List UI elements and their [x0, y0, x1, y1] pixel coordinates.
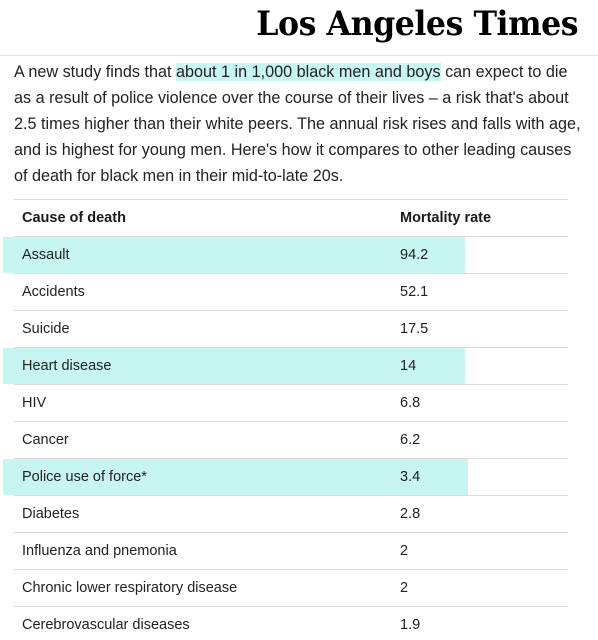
table-row: Accidents 52.1 [14, 274, 568, 311]
rate-cell: 6.8 [400, 395, 421, 411]
table-row: HIV 6.8 [14, 385, 568, 422]
column-header-cause: Cause of death [22, 210, 126, 226]
cause-cell: Accidents [22, 284, 85, 300]
rate-cell: 14 [400, 358, 417, 374]
cause-cell: Diabetes [22, 506, 80, 522]
cause-cell: Police use of force* [22, 469, 147, 485]
rate-cell: 6.2 [400, 432, 421, 448]
cause-cell: Influenza and pnemonia [22, 543, 177, 559]
rate-cell: 3.4 [400, 469, 421, 485]
mortality-table: Cause of death Mortality rate Assault 94… [3, 199, 568, 640]
rate-cell: 94.2 [400, 247, 429, 263]
cause-cell: Cerebrovascular diseases [22, 617, 190, 633]
cause-cell: Cancer [22, 432, 69, 448]
cause-cell: Heart disease [22, 358, 112, 374]
rate-cell: 17.5 [400, 321, 429, 337]
cause-cell: Assault [22, 247, 70, 263]
intro-text-after: can expect to die as a result of police … [14, 63, 581, 185]
table-row: Cancer 6.2 [14, 422, 568, 459]
row-highlight [3, 237, 465, 273]
masthead: Los Angeles Times [0, 0, 598, 56]
los-angeles-times-logo[interactable]: Los Angeles Times [256, 4, 578, 44]
cause-cell: HIV [22, 395, 47, 411]
cause-cell: Chronic lower respiratory disease [22, 580, 238, 596]
rate-cell: 2 [400, 543, 409, 559]
rate-cell: 2.8 [400, 506, 421, 522]
rate-cell: 2 [400, 580, 409, 596]
column-header-rate: Mortality rate [400, 210, 492, 226]
table-row: Heart disease 14 [3, 348, 568, 385]
rate-cell: 52.1 [400, 284, 429, 300]
intro-highlight: about 1 in 1,000 black men and boys [175, 63, 441, 81]
intro-paragraph: A new study finds that about 1 in 1,000 … [14, 59, 584, 189]
table-row: Suicide 17.5 [14, 311, 568, 348]
rate-cell: 1.9 [400, 617, 421, 633]
row-highlight [3, 459, 468, 495]
table-header-row: Cause of death Mortality rate [14, 200, 568, 237]
table-row: Diabetes 2.8 [14, 496, 568, 533]
cause-cell: Suicide [22, 321, 70, 337]
table-row: Chronic lower respiratory disease 2 [14, 570, 568, 607]
table-row: Police use of force* 3.4 [3, 459, 568, 496]
table-row: Assault 94.2 [3, 237, 568, 274]
table-row: Influenza and pnemonia 2 [14, 533, 568, 570]
row-highlight [3, 348, 465, 384]
table-row: Cerebrovascular diseases 1.9 [14, 607, 568, 640]
intro-text-before: A new study finds that [14, 63, 176, 81]
